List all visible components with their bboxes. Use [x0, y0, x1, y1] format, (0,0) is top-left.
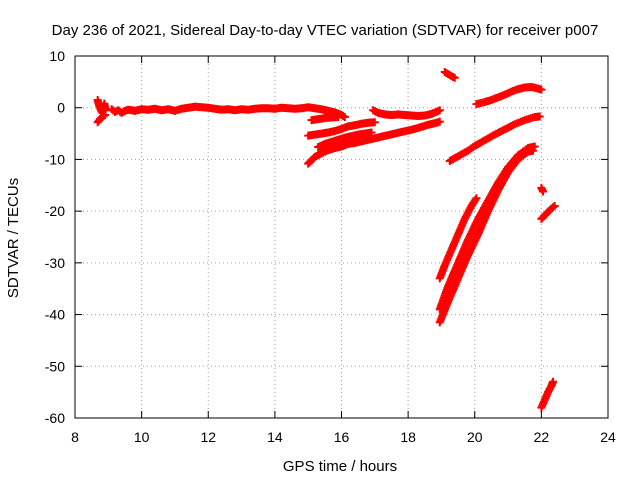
y-tick-label: 0	[57, 100, 65, 116]
series-10	[472, 83, 546, 109]
data-point	[100, 110, 109, 119]
data-point	[549, 377, 558, 386]
data-point	[435, 117, 444, 126]
series-4	[314, 128, 376, 152]
x-tick-label: 18	[400, 429, 416, 445]
x-tick-label: 16	[334, 429, 350, 445]
data-point	[339, 111, 348, 120]
x-tick-label: 20	[467, 429, 483, 445]
data-point	[435, 106, 444, 115]
data-point	[535, 112, 544, 121]
axis-ticks: 8 10 12 14 16 18 20 22 24 10 0 -10 -20 -30 -40 -50 -60	[45, 48, 616, 445]
series-3	[304, 117, 444, 168]
x-axis-label: GPS time / hours	[283, 458, 397, 475]
chart-title: Day 236 of 2021, Sidereal Day-to-day VTE…	[52, 22, 599, 39]
series-1	[93, 110, 109, 127]
series-9	[445, 112, 544, 165]
x-tick-label: 12	[200, 429, 216, 445]
data-point	[539, 187, 548, 196]
data-point	[530, 142, 539, 151]
data-point	[370, 118, 379, 127]
data-point	[550, 201, 559, 210]
data-point	[537, 85, 546, 94]
x-tick-label: 22	[534, 429, 550, 445]
data-point	[367, 128, 376, 137]
data-point	[472, 194, 481, 203]
data-point	[549, 203, 558, 212]
series-2	[107, 102, 349, 122]
data-point	[99, 111, 108, 120]
data-point	[334, 113, 343, 122]
series-6	[307, 113, 343, 125]
x-tick-label: 10	[134, 429, 150, 445]
x-tick-label: 14	[267, 429, 283, 445]
y-tick-label: 10	[49, 48, 65, 64]
y-tick-label: -60	[45, 410, 65, 426]
series-16	[537, 377, 558, 412]
series-0	[93, 95, 110, 117]
y-tick-label: -20	[45, 203, 65, 219]
y-tick-label: -40	[45, 307, 65, 323]
series-13	[435, 142, 539, 314]
y-tick-label: -10	[45, 151, 65, 167]
series-14	[537, 183, 548, 196]
data-marks	[93, 68, 559, 412]
y-axis-label: SDTVAR / TECUs	[5, 178, 22, 298]
data-point	[450, 73, 459, 82]
series-15	[537, 201, 559, 223]
x-tick-label: 24	[600, 429, 616, 445]
y-tick-label: -50	[45, 358, 65, 374]
x-tick-label: 8	[71, 429, 79, 445]
series-8	[440, 68, 459, 82]
series-7	[369, 106, 444, 120]
series-11	[435, 194, 481, 283]
y-tick-label: -30	[45, 255, 65, 271]
series-5	[304, 118, 379, 140]
